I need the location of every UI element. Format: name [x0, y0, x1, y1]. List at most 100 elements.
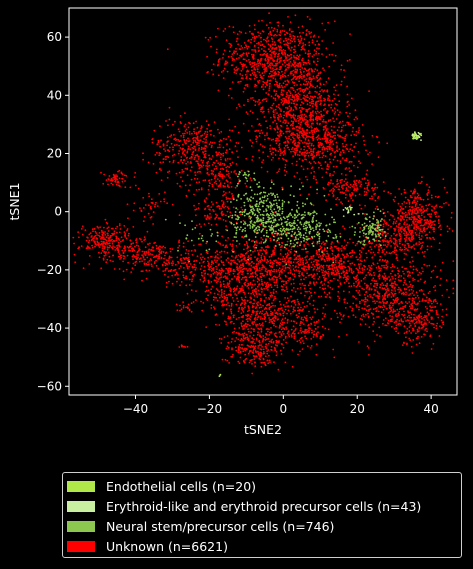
data-point — [284, 166, 287, 169]
data-point — [270, 116, 272, 119]
data-point — [163, 273, 166, 276]
data-point — [316, 91, 318, 93]
data-point — [282, 82, 285, 85]
data-point — [355, 184, 358, 187]
data-point — [257, 31, 259, 34]
data-point — [299, 76, 302, 79]
data-point — [113, 268, 116, 270]
data-point — [104, 218, 107, 221]
data-point — [409, 194, 412, 197]
data-point — [162, 245, 165, 248]
data-point — [289, 94, 291, 97]
data-point — [103, 254, 106, 257]
data-point — [256, 70, 259, 73]
data-point — [438, 225, 441, 228]
data-point — [204, 153, 207, 155]
data-point — [251, 286, 253, 288]
data-point — [239, 270, 242, 273]
data-point — [171, 264, 174, 266]
data-point — [278, 139, 280, 142]
data-point — [305, 108, 308, 111]
data-point — [269, 261, 272, 264]
data-point — [217, 128, 219, 131]
data-point — [370, 274, 373, 277]
data-point — [206, 299, 209, 301]
data-point — [220, 207, 223, 210]
data-point — [200, 265, 203, 267]
data-point — [219, 273, 222, 276]
data-point — [143, 253, 145, 255]
data-point — [133, 202, 136, 205]
data-point — [240, 55, 243, 58]
data-point — [244, 293, 246, 295]
data-point — [182, 271, 185, 273]
data-point — [408, 218, 411, 221]
data-point — [315, 281, 318, 284]
data-point — [340, 201, 342, 204]
data-point — [292, 87, 294, 90]
data-point — [254, 28, 256, 31]
data-point — [309, 32, 311, 35]
data-point — [349, 262, 352, 265]
data-point — [184, 184, 187, 187]
data-point — [170, 142, 173, 145]
data-point — [344, 178, 347, 181]
data-point — [413, 188, 416, 191]
data-point — [240, 69, 243, 72]
data-point — [316, 151, 318, 154]
data-point — [222, 283, 225, 286]
data-point — [233, 261, 236, 264]
data-point — [399, 222, 401, 225]
data-point — [303, 118, 306, 121]
data-point — [117, 237, 120, 240]
data-point — [307, 96, 309, 99]
data-point — [416, 196, 419, 199]
data-point — [236, 266, 239, 268]
data-point — [134, 261, 137, 264]
data-point — [125, 268, 128, 271]
data-point — [253, 71, 256, 74]
data-point — [249, 177, 252, 180]
data-point — [420, 206, 423, 208]
data-point — [434, 213, 437, 216]
data-point — [199, 278, 202, 281]
data-point — [317, 115, 320, 118]
data-point — [351, 149, 354, 152]
data-point — [394, 238, 397, 241]
data-point — [287, 74, 290, 77]
data-point — [433, 228, 435, 230]
data-point — [352, 199, 354, 202]
data-point — [404, 196, 407, 199]
data-point — [234, 186, 237, 189]
data-point — [305, 119, 307, 121]
data-point — [322, 186, 325, 189]
data-point — [121, 180, 124, 183]
data-point — [328, 53, 331, 56]
data-point — [317, 151, 320, 154]
data-point — [107, 230, 110, 232]
data-point — [317, 100, 320, 103]
data-point — [233, 287, 236, 290]
data-point — [256, 68, 259, 71]
data-point — [326, 163, 329, 166]
data-point — [295, 164, 298, 167]
data-point — [308, 86, 311, 89]
data-point — [229, 243, 232, 246]
data-point — [120, 256, 123, 259]
data-point — [233, 71, 236, 74]
data-point — [200, 148, 203, 151]
data-point — [312, 155, 315, 158]
data-point — [284, 86, 286, 88]
data-point — [297, 75, 300, 78]
data-point — [377, 156, 380, 159]
data-point — [349, 238, 351, 241]
data-point — [272, 113, 275, 116]
data-point — [215, 151, 218, 154]
data-point — [291, 63, 294, 66]
data-point — [296, 287, 299, 290]
data-point — [251, 283, 254, 286]
data-point — [254, 85, 256, 88]
data-point — [345, 256, 348, 258]
data-point — [275, 259, 277, 262]
data-point — [132, 226, 135, 228]
